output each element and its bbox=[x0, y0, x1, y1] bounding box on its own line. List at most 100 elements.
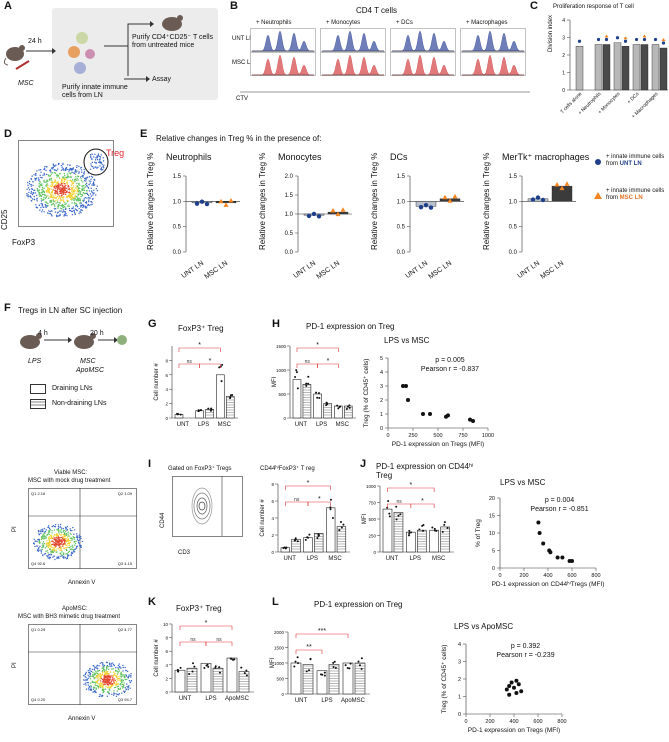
panel-d-treg-event bbox=[95, 161, 97, 164]
panel-a-purify-innate: Purify innate immune cells from LN bbox=[62, 84, 128, 99]
panel-e-tick-label: 0.5 bbox=[173, 225, 182, 231]
panel-d-event bbox=[51, 167, 53, 170]
flow-event bbox=[39, 530, 42, 533]
bar-tick-label: 8 bbox=[165, 636, 168, 641]
panel-d-event bbox=[74, 195, 76, 197]
panel-c-bar bbox=[575, 46, 584, 91]
panel-d-frame bbox=[18, 140, 114, 227]
panel-d-event bbox=[69, 180, 71, 182]
flow-event bbox=[120, 678, 122, 680]
panel-d-event bbox=[66, 173, 69, 175]
flow-event bbox=[75, 547, 78, 549]
panel-d-event bbox=[52, 194, 54, 196]
panel-d-treg-event bbox=[99, 156, 102, 158]
flow-event bbox=[48, 527, 51, 530]
flow-event bbox=[74, 548, 76, 551]
panel-d-treg-event bbox=[91, 158, 93, 161]
panel-e-point-msc bbox=[442, 194, 448, 200]
bar-point bbox=[218, 366, 221, 369]
flow-event bbox=[62, 530, 65, 532]
scatter-point bbox=[406, 398, 410, 402]
panel-d-event bbox=[28, 191, 30, 194]
flow-event bbox=[47, 530, 50, 532]
panel-c-tick-label: 2 bbox=[562, 53, 565, 59]
flow-event bbox=[115, 666, 117, 669]
panel-d-event bbox=[52, 164, 55, 166]
panel-ls-title: LPS vs ApoMSC bbox=[454, 622, 514, 631]
panel-d-event bbox=[38, 169, 40, 171]
panel-d-treg-gate bbox=[83, 148, 109, 176]
flow-event bbox=[63, 532, 66, 534]
flow-event bbox=[93, 676, 95, 679]
panel-d-event bbox=[64, 185, 66, 187]
panel-d-event bbox=[71, 202, 73, 204]
flow-event bbox=[47, 552, 49, 554]
bar bbox=[313, 393, 322, 419]
flow-event bbox=[87, 669, 89, 672]
panel-d-event bbox=[68, 172, 70, 174]
flow-event bbox=[105, 670, 107, 673]
panel-c-bar bbox=[621, 46, 630, 91]
panel-d-event bbox=[96, 189, 99, 192]
flow-event bbox=[95, 670, 97, 672]
panel-d-event bbox=[60, 164, 62, 167]
bar-point bbox=[188, 672, 191, 675]
flow-event bbox=[101, 683, 104, 685]
panel-d-event bbox=[78, 190, 80, 193]
flow-event bbox=[66, 540, 68, 542]
panel-d-event bbox=[92, 181, 95, 183]
flow-event bbox=[119, 682, 122, 685]
bar-point bbox=[293, 665, 296, 668]
panel-d-event bbox=[54, 200, 57, 202]
bar bbox=[440, 526, 450, 553]
panel-d-event bbox=[80, 178, 82, 180]
bar-category-label: LPS bbox=[205, 696, 216, 702]
panel-a-time: 24 h bbox=[28, 38, 42, 45]
panel-c-point-unt bbox=[577, 39, 582, 43]
panel-d-event bbox=[57, 162, 60, 165]
panel-a-label: A bbox=[4, 0, 12, 12]
panel-d-event bbox=[52, 182, 54, 184]
bar-category-label: LPS bbox=[198, 422, 209, 428]
panel-d-event bbox=[41, 186, 44, 189]
flow-event bbox=[115, 676, 118, 678]
flow-event bbox=[58, 533, 61, 535]
panel-d-event bbox=[44, 201, 47, 203]
flow-event bbox=[91, 675, 93, 677]
flow-event bbox=[73, 544, 76, 546]
flow-event bbox=[113, 664, 115, 667]
flow-event bbox=[66, 557, 69, 560]
flow-event bbox=[90, 670, 93, 673]
panel-d-event bbox=[83, 171, 86, 173]
bar-category-label: ApoMSC bbox=[341, 698, 366, 704]
panel-e-category-label: MSC LN bbox=[427, 260, 453, 281]
flow-event bbox=[108, 682, 111, 685]
flow-event bbox=[53, 544, 56, 547]
panel-d-event bbox=[83, 204, 85, 207]
bar bbox=[334, 405, 343, 419]
bar bbox=[382, 508, 393, 553]
panel-d-event bbox=[43, 196, 45, 199]
flow-event bbox=[63, 555, 65, 558]
panel-d-event bbox=[47, 187, 49, 189]
sig-bracket bbox=[205, 641, 233, 646]
flow-event bbox=[92, 673, 94, 676]
flow-event bbox=[65, 533, 67, 536]
bar-category-label: LPS bbox=[410, 556, 421, 562]
flow-event bbox=[53, 525, 56, 528]
panel-d-event bbox=[59, 200, 62, 202]
bar-category-label: MSC bbox=[336, 422, 350, 428]
flow-event bbox=[43, 542, 46, 545]
flow-event bbox=[103, 676, 105, 678]
panel-d-event bbox=[74, 190, 77, 192]
panel-d-event bbox=[50, 181, 52, 184]
panel-d-event bbox=[56, 187, 59, 189]
flow-event bbox=[110, 683, 112, 685]
panel-d-event bbox=[80, 195, 82, 198]
flow-event bbox=[65, 548, 68, 551]
bar-point bbox=[240, 666, 243, 669]
bar-point bbox=[304, 538, 307, 541]
flow-event bbox=[117, 683, 119, 685]
flow-event bbox=[120, 671, 122, 674]
